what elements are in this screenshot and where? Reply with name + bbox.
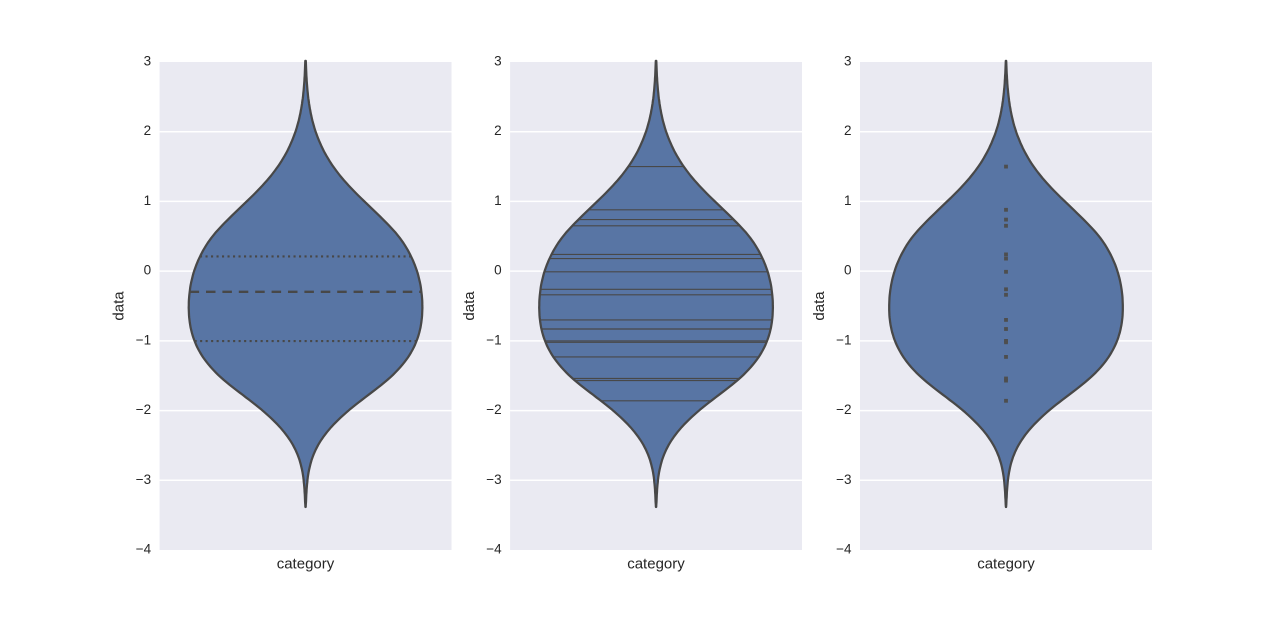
svg-text:−4: −4 <box>836 542 852 557</box>
svg-text:−4: −4 <box>136 542 152 557</box>
svg-text:3: 3 <box>844 54 852 69</box>
svg-text:−3: −3 <box>136 472 151 487</box>
svg-text:data: data <box>461 291 478 321</box>
svg-text:3: 3 <box>494 54 502 69</box>
svg-text:−2: −2 <box>486 402 501 417</box>
svg-text:2: 2 <box>144 123 152 138</box>
svg-text:2: 2 <box>844 123 852 138</box>
svg-text:data: data <box>111 291 128 321</box>
svg-text:3: 3 <box>144 54 152 69</box>
svg-text:−1: −1 <box>486 332 501 347</box>
svg-text:category: category <box>277 556 335 573</box>
svg-text:−2: −2 <box>836 402 851 417</box>
svg-text:−2: −2 <box>136 402 151 417</box>
svg-text:0: 0 <box>494 263 502 278</box>
svg-text:0: 0 <box>144 263 152 278</box>
svg-text:2: 2 <box>494 123 502 138</box>
svg-text:1: 1 <box>144 193 152 208</box>
svg-text:−3: −3 <box>486 472 501 487</box>
svg-text:−4: −4 <box>486 542 502 557</box>
svg-text:1: 1 <box>844 193 852 208</box>
svg-text:category: category <box>627 556 685 573</box>
svg-text:−1: −1 <box>136 332 151 347</box>
svg-text:0: 0 <box>844 263 852 278</box>
svg-text:−3: −3 <box>836 472 851 487</box>
svg-text:data: data <box>811 291 828 321</box>
svg-text:−1: −1 <box>836 332 851 347</box>
svg-text:category: category <box>977 556 1035 573</box>
svg-text:1: 1 <box>494 193 502 208</box>
